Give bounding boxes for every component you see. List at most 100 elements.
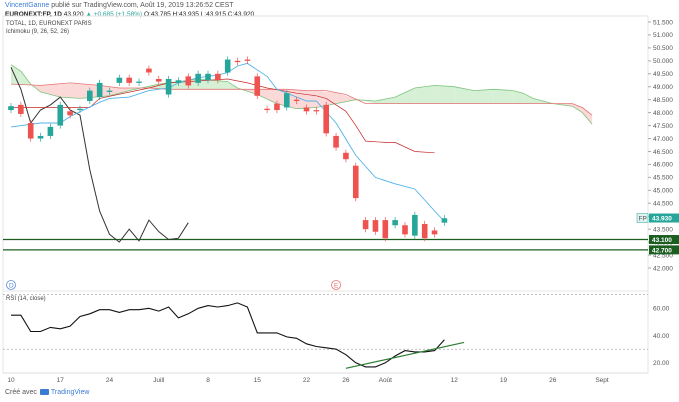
x-tick-label: 8 (206, 377, 210, 384)
price-tick-label: 45.500 (653, 175, 673, 182)
event-marker-label: D (9, 282, 14, 289)
candle-up (392, 220, 398, 226)
price-tick-label: 45.000 (653, 188, 673, 195)
cloud-segment (493, 89, 514, 104)
event-marker-2 (331, 280, 341, 290)
x-tick-label: Août (379, 377, 393, 384)
candle-up (224, 59, 231, 73)
candle-down (67, 111, 73, 116)
cloud-segment (582, 107, 593, 125)
support-badge-2-bg (649, 245, 679, 255)
candle-down (402, 225, 408, 235)
price-tick-label: 51.000 (653, 32, 673, 39)
candle-up (412, 214, 418, 236)
candle-down (372, 220, 379, 232)
symbol-tag: FP (639, 215, 647, 222)
x-tick-label: Juill (153, 377, 165, 384)
cloud-segment (513, 90, 524, 104)
price-tick-label: 49.000 (653, 84, 673, 91)
cloud-segment (375, 97, 396, 104)
symbol-label: EURONEXT:FP, 1D (5, 11, 62, 18)
tenkan-sen-line (10, 62, 445, 222)
cloud-segment (572, 103, 583, 113)
candle-up (165, 78, 172, 95)
price-tick-label: 42.000 (653, 265, 673, 272)
senkou-span-b-line (10, 82, 593, 116)
cloud-segment (109, 86, 130, 96)
candle-up (116, 77, 123, 83)
candle-up (8, 106, 14, 111)
footer: Créé avec TradingView (5, 389, 89, 396)
x-tick-label: 10 (7, 377, 15, 384)
x-tick-label: 17 (57, 377, 65, 384)
candle-down (155, 78, 162, 82)
candle-down (431, 230, 438, 235)
candle-up (195, 73, 201, 83)
event-marker-1 (6, 280, 16, 290)
rsi-pane-frame (2, 290, 649, 374)
candle-down (264, 108, 270, 111)
candle-down (382, 220, 389, 239)
price-tick-label: 46.000 (653, 162, 673, 169)
support-badge-1: 43.100 (652, 237, 672, 244)
candle-down (293, 99, 300, 101)
chikou-span-line (10, 67, 189, 243)
support-badge-2: 42.700 (652, 247, 672, 254)
symbol-tag-bg (636, 213, 649, 223)
last-price: 43.920 (63, 11, 84, 18)
last-price-badge: 43.930 (652, 216, 672, 223)
footer-created: Créé avec (5, 389, 37, 396)
cloud-segment (473, 89, 494, 104)
candle-down (333, 135, 339, 148)
price-tick-label: 46.500 (653, 149, 673, 156)
candle-up (47, 126, 54, 136)
indicator-label: Ichimoku (9, 26, 52, 26) (6, 29, 70, 35)
quote-line: EURONEXT:FP, 1D 43.920 ▲ +0.685 (+1.58%)… (5, 10, 254, 20)
candle-up (441, 218, 448, 223)
last-price-badge-bg (649, 213, 679, 223)
footer-brand[interactable]: TradingView (50, 389, 90, 396)
rsi-tick-label: 40.00 (653, 333, 670, 340)
cloud-segment (257, 89, 277, 104)
author-link[interactable]: VincentGanne (5, 2, 50, 9)
cloud-segment (454, 86, 474, 104)
cloud-segment (60, 83, 80, 99)
candle-up (57, 104, 64, 126)
candle-down (274, 103, 280, 111)
x-tick-label: 12 (451, 377, 459, 384)
candle-down (27, 122, 34, 139)
cloud-segment (336, 92, 356, 104)
rsi-label: RSI (14, close) (6, 296, 46, 302)
price-tick-label: 44.500 (653, 201, 673, 208)
candle-down (254, 76, 261, 96)
cloud-segment (355, 99, 376, 104)
cloud-segment (198, 78, 228, 90)
price-tick-label: 48.000 (653, 110, 673, 117)
candle-up (37, 135, 44, 139)
candle-down (215, 73, 221, 81)
support-badge-1-bg (649, 235, 679, 245)
price-tick-label: 49.500 (653, 71, 673, 78)
cloud-segment (316, 90, 337, 108)
cloud-segment (434, 85, 455, 104)
x-tick-label: 19 (500, 377, 508, 384)
candle-down (244, 59, 251, 61)
x-tick-label: 15 (254, 377, 262, 384)
candle-down (313, 110, 320, 112)
candle-down (126, 77, 132, 83)
price-change: ▲ +0.685 (+1.58%) (85, 11, 143, 18)
candle-up (77, 108, 83, 111)
candle-up (205, 73, 211, 81)
candle-down (421, 223, 428, 239)
ohlc-values: O:43.785 H:43.935 L:43.915 C:43.920 (143, 11, 255, 18)
x-tick-label: Sept (595, 377, 609, 384)
candle-up (136, 81, 142, 83)
price-tick-label: 51.500 (653, 19, 673, 26)
candle-down (352, 165, 359, 199)
candle-down (185, 76, 192, 86)
rsi-trendline (345, 341, 465, 369)
price-tick-label: 50.500 (653, 45, 673, 52)
cloud-segment (296, 89, 317, 109)
candle-down (343, 152, 349, 160)
